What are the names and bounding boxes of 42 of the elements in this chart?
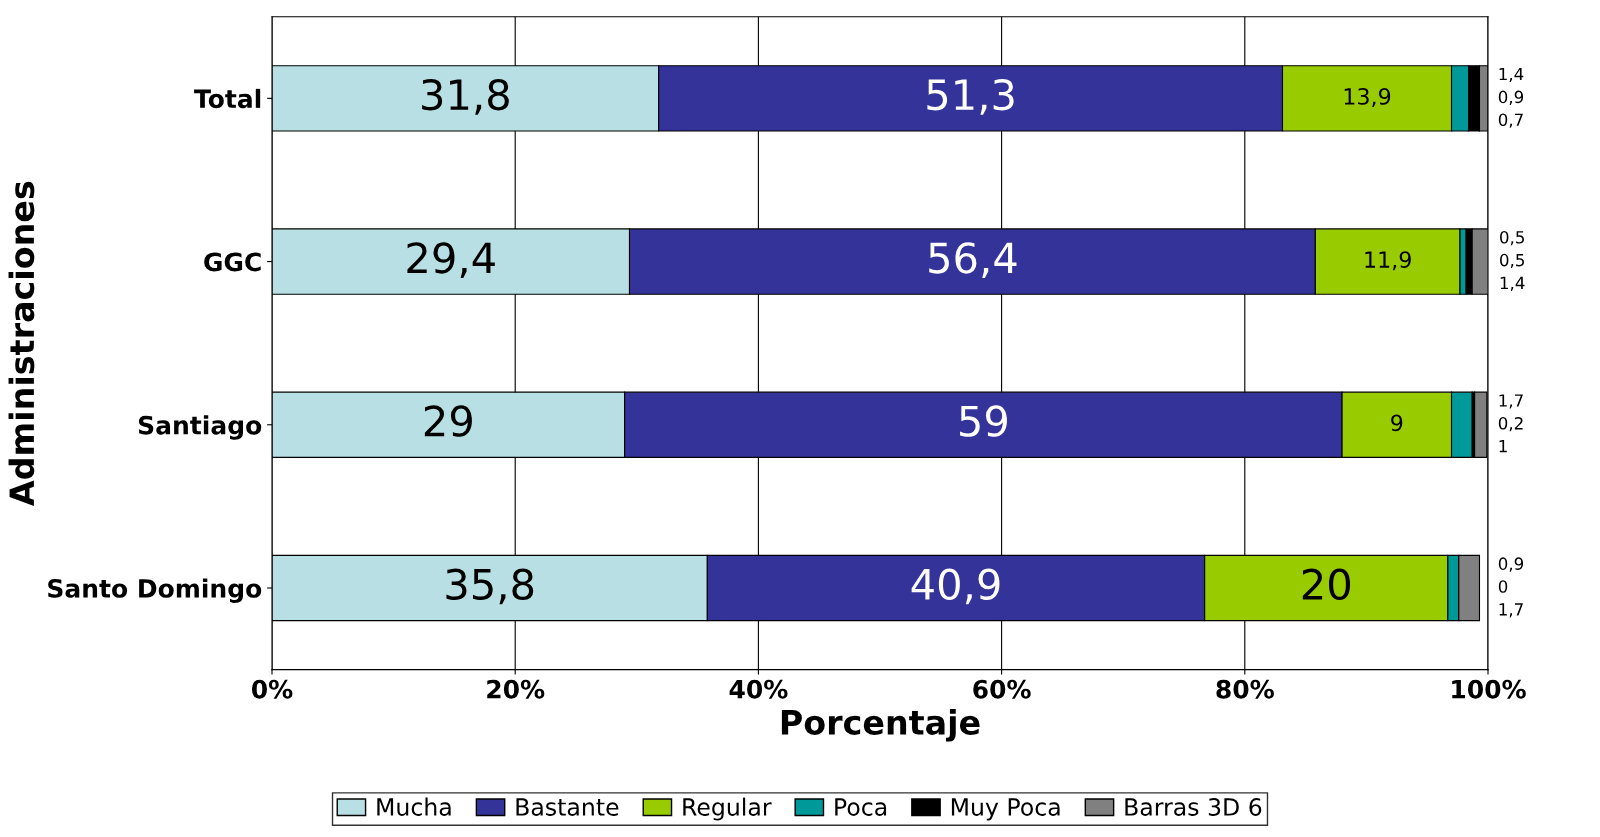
data-label: 0,5 bbox=[1500, 230, 1524, 246]
data-label: 13,9 bbox=[1344, 87, 1391, 108]
data-label: 59 bbox=[960, 405, 1007, 437]
data-label: 9 bbox=[1391, 414, 1403, 432]
data-label: 31,8 bbox=[422, 78, 509, 115]
legend-label: Mucha bbox=[377, 797, 451, 816]
data-label: 0,5 bbox=[1500, 253, 1524, 269]
x-tick-label: 60% bbox=[973, 679, 1031, 699]
data-label: 29,4 bbox=[407, 242, 495, 278]
legend-label: Barras 3D 6 bbox=[1125, 798, 1262, 816]
legend-label: Muy Poca bbox=[951, 798, 1060, 821]
x-tick-label: 20% bbox=[487, 679, 545, 699]
data-label: 51,3 bbox=[927, 78, 1014, 115]
data-label: 1,7 bbox=[1499, 394, 1523, 409]
x-tick-label: 80% bbox=[1216, 679, 1274, 699]
data-label: 29 bbox=[424, 405, 472, 437]
x-axis-title: Porcentaje bbox=[781, 709, 980, 742]
data-label: 1 bbox=[1499, 440, 1507, 453]
data-label: 20 bbox=[1302, 568, 1351, 601]
data-label: 1,4 bbox=[1499, 67, 1524, 83]
y-tick-label: Santiago bbox=[138, 415, 262, 440]
data-label: 1,4 bbox=[1500, 276, 1525, 291]
x-tick-label: 0% bbox=[251, 679, 293, 699]
data-label: 0,7 bbox=[1498, 113, 1523, 128]
legend-label: Poca bbox=[835, 798, 887, 816]
y-tick-label: GGC bbox=[204, 252, 261, 272]
y-axis-title: Administraciones bbox=[8, 181, 35, 506]
legend-label: Bastante bbox=[516, 798, 619, 816]
data-label: 35,8 bbox=[446, 568, 534, 605]
data-label: 0 bbox=[1498, 580, 1508, 593]
y-tick-label: Santo Domingo bbox=[48, 578, 262, 603]
data-label: 56,4 bbox=[929, 242, 1017, 278]
y-tick-label: Total bbox=[194, 88, 261, 109]
data-label: 11,9 bbox=[1365, 251, 1411, 271]
data-label: 1,7 bbox=[1499, 603, 1523, 618]
x-tick-label: 100% bbox=[1452, 679, 1526, 699]
data-label: 40,9 bbox=[911, 568, 1000, 605]
x-tick-label: 40% bbox=[729, 679, 788, 699]
legend-label: Regular bbox=[683, 797, 772, 821]
data-label: 0,2 bbox=[1498, 417, 1523, 432]
data-label: 0,9 bbox=[1498, 90, 1524, 105]
data-label: 0,9 bbox=[1498, 557, 1524, 572]
